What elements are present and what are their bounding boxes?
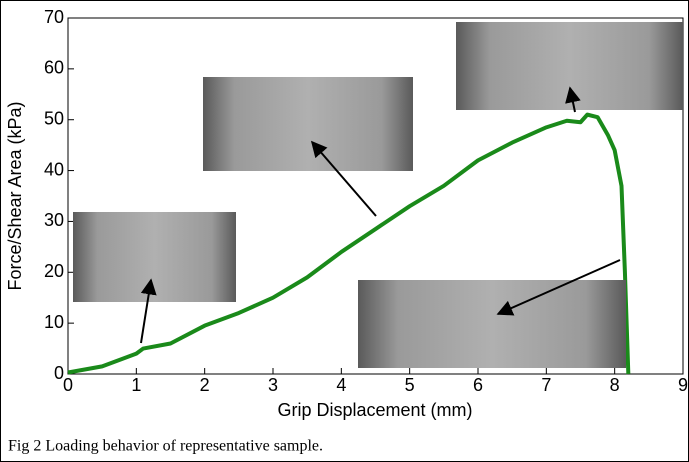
y-tick-label: 40 [44, 159, 64, 179]
x-axis-label: Grip Displacement (mm) [277, 400, 472, 420]
data-line [67, 112, 631, 375]
photo [456, 22, 683, 110]
y-tick-label: 50 [44, 108, 64, 128]
arrows [140, 86, 621, 344]
y-tick-label: 10 [44, 312, 64, 332]
y-tick-label: 0 [54, 363, 64, 383]
x-tick-label: 7 [541, 375, 551, 395]
photo [203, 77, 413, 171]
caption: Fig 2 Loading behavior of representative… [8, 438, 323, 455]
arrow [496, 259, 621, 316]
x-tick-label: 8 [610, 375, 620, 395]
y-tick-label: 20 [44, 261, 64, 281]
x-tick-label: 6 [473, 375, 483, 395]
x-tick-label: 2 [200, 375, 210, 395]
photo [73, 212, 236, 302]
y-tick-label: 70 [44, 7, 64, 27]
x-tick-label: 1 [131, 375, 141, 395]
x-tick-label: 0 [63, 375, 73, 395]
plot-area: 0 1 2 3 4 5 6 7 8 9 0 10 20 30 40 50 60 70 [44, 7, 688, 395]
x-tick-label: 4 [336, 375, 346, 395]
arrow [565, 86, 581, 113]
y-tick-label: 60 [44, 58, 64, 78]
plot-frame [67, 17, 684, 375]
arrow [310, 140, 377, 217]
x-tick-label: 3 [268, 375, 278, 395]
arrow [140, 278, 157, 344]
y-axis-label: Force/Shear Area (kPa) [5, 101, 25, 290]
photos [73, 22, 683, 368]
x-tick-label: 9 [678, 375, 688, 395]
x-tick-label: 5 [405, 375, 415, 395]
y-tick-label: 30 [44, 210, 64, 230]
photo [358, 280, 626, 368]
